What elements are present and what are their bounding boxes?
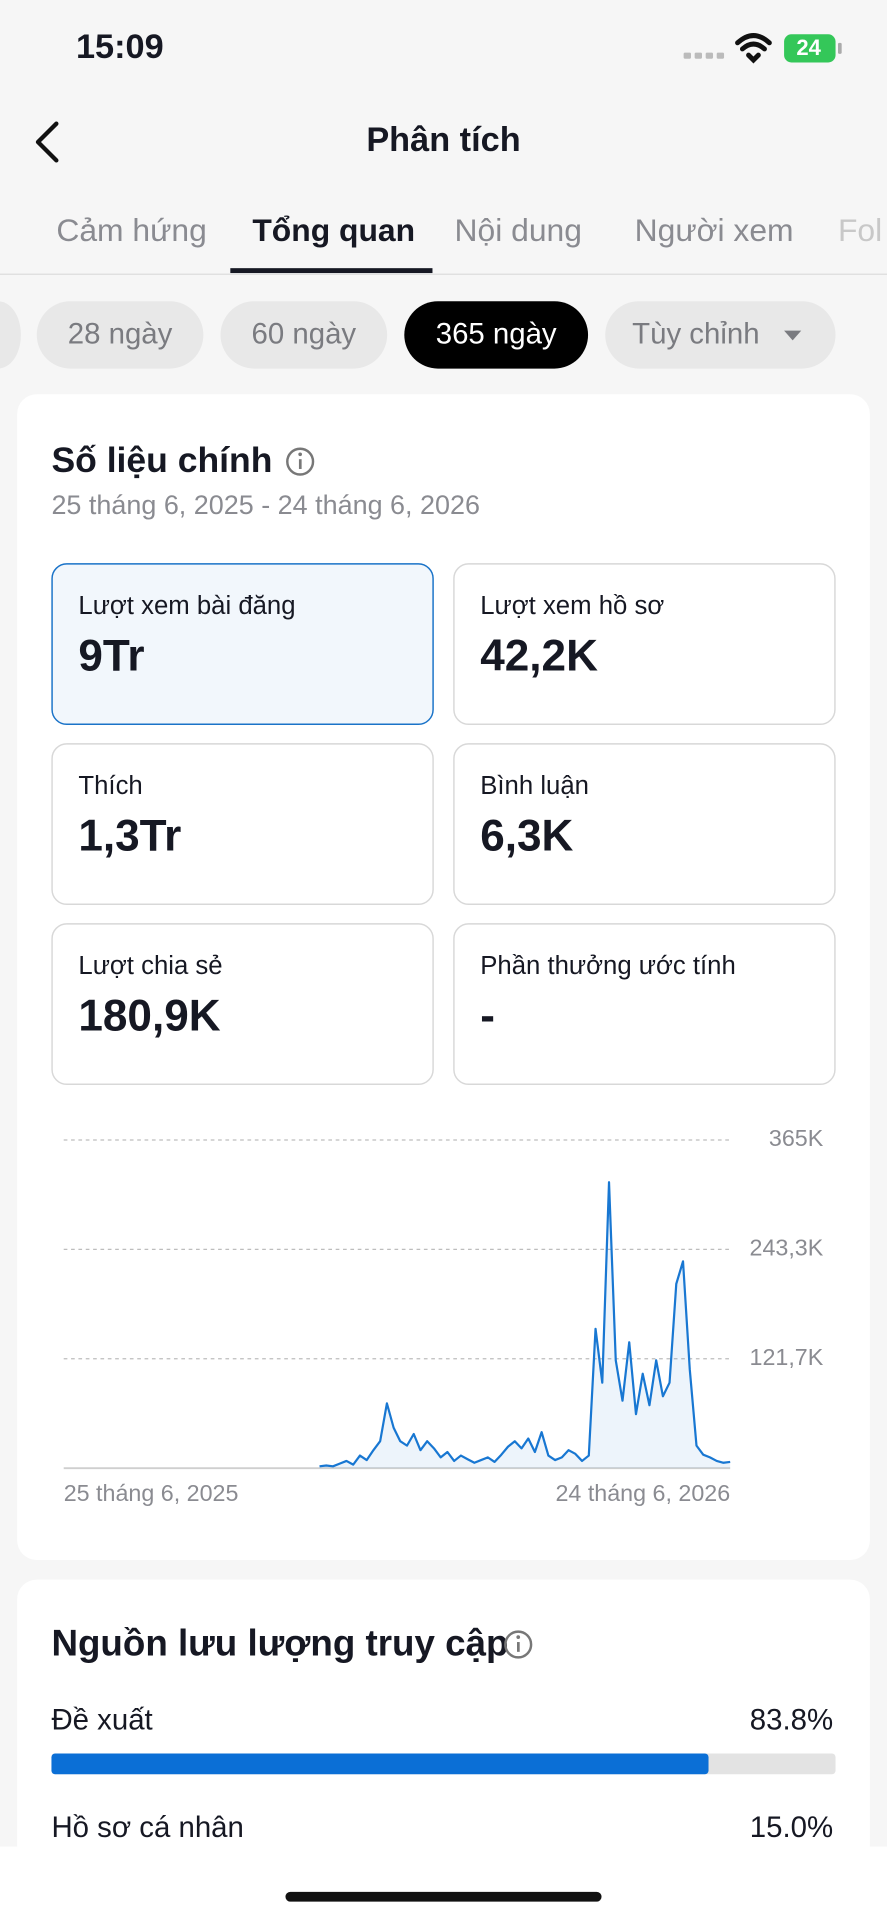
line-area (319, 1182, 731, 1469)
info-icon[interactable] (286, 447, 315, 476)
chip-label: 60 ngày (252, 317, 357, 350)
chip[interactable] (404, 301, 589, 369)
metric-card[interactable] (51, 923, 434, 1086)
metric-card[interactable] (453, 923, 836, 1086)
metric-card[interactable] (51, 743, 434, 906)
chip-partial[interactable] (0, 301, 21, 369)
tab-indicator (230, 268, 433, 274)
metric-value: 42,2K (480, 631, 598, 680)
battery-icon (784, 34, 836, 63)
chip-label: 365 ngày (436, 317, 557, 350)
chip[interactable] (220, 301, 388, 369)
metric-value: - (480, 991, 495, 1040)
date-range: 25 tháng 6, 2025 - 24 tháng 6, 2026 (51, 490, 479, 520)
metric-label: Lượt xem bài đăng (78, 592, 295, 620)
metric-value: 180,9K (78, 991, 220, 1040)
source-label: Đề xuất (51, 1703, 152, 1736)
metric-value: 1,3Tr (78, 811, 181, 860)
metric-value: 9Tr (78, 631, 144, 680)
metric-card[interactable] (453, 743, 836, 906)
metric-value: 6,3K (480, 811, 573, 860)
source-value: 83.8% (750, 1703, 833, 1736)
chip-label: 28 ngày (68, 317, 173, 350)
y-tick-label: 243,3K (750, 1235, 824, 1261)
chip[interactable] (36, 301, 204, 369)
y-tick-label: 121,7K (750, 1344, 824, 1370)
status-time: 15:09 (76, 28, 164, 66)
progress-bar (51, 1753, 709, 1775)
tab[interactable]: Người xem (635, 212, 794, 248)
back-button[interactable] (35, 121, 59, 163)
signal-icon (683, 52, 725, 59)
tab-bar: Cảm hứng Tổng quan Nội dung Người xem Fol (56, 212, 882, 248)
source-label: Hồ sơ cá nhân (51, 1811, 243, 1844)
bottom-bar (0, 1846, 887, 1920)
metric-card[interactable] (51, 563, 434, 726)
chip[interactable] (605, 301, 836, 369)
battery-level: 24 (796, 35, 821, 60)
chart: 121,7K 243,3K 365K 25 tháng 6, 2025 24 tháng… (63, 1125, 824, 1506)
metric-label: Phần thưởng ước tính (480, 952, 736, 980)
section-title: Nguồn lưu lượng truy cập (51, 1622, 508, 1663)
battery-tip (837, 42, 842, 54)
line (319, 1181, 731, 1468)
wifi-icon (735, 33, 772, 64)
tab[interactable]: Tổng quan (252, 212, 415, 248)
chip-label: Tùy chỉnh (632, 317, 759, 350)
x-tick-label: 25 tháng 6, 2025 (64, 1480, 239, 1506)
section-title: Số liệu chính (51, 440, 272, 480)
period-chips: 28 ngày 60 ngày 365 ngày Tùy chỉnh (0, 301, 836, 369)
metric-label: Lượt xem hồ sơ (480, 592, 664, 620)
tab[interactable]: Cảm hứng (56, 212, 207, 248)
dropdown-arrow (784, 330, 802, 341)
info-icon[interactable] (504, 1630, 533, 1659)
metric-label: Thích (78, 772, 142, 800)
metric-card[interactable] (453, 563, 836, 726)
tab[interactable]: Fol (838, 212, 882, 248)
traffic-panel (17, 1579, 870, 1898)
metric-label: Lượt chia sẻ (78, 952, 222, 980)
page-title: Phân tích (366, 121, 520, 159)
home-indicator (285, 1891, 602, 1902)
y-tick-label: 365K (769, 1125, 824, 1151)
tab[interactable]: Nội dung (455, 212, 582, 248)
x-tick-label: 24 tháng 6, 2026 (555, 1480, 730, 1506)
metric-label: Bình luận (480, 772, 589, 800)
metric-cards: Lượt xem bài đăng 9Tr Lượt xem hồ sơ 42,2K T… (51, 563, 836, 1086)
source-value: 15.0% (750, 1811, 833, 1844)
